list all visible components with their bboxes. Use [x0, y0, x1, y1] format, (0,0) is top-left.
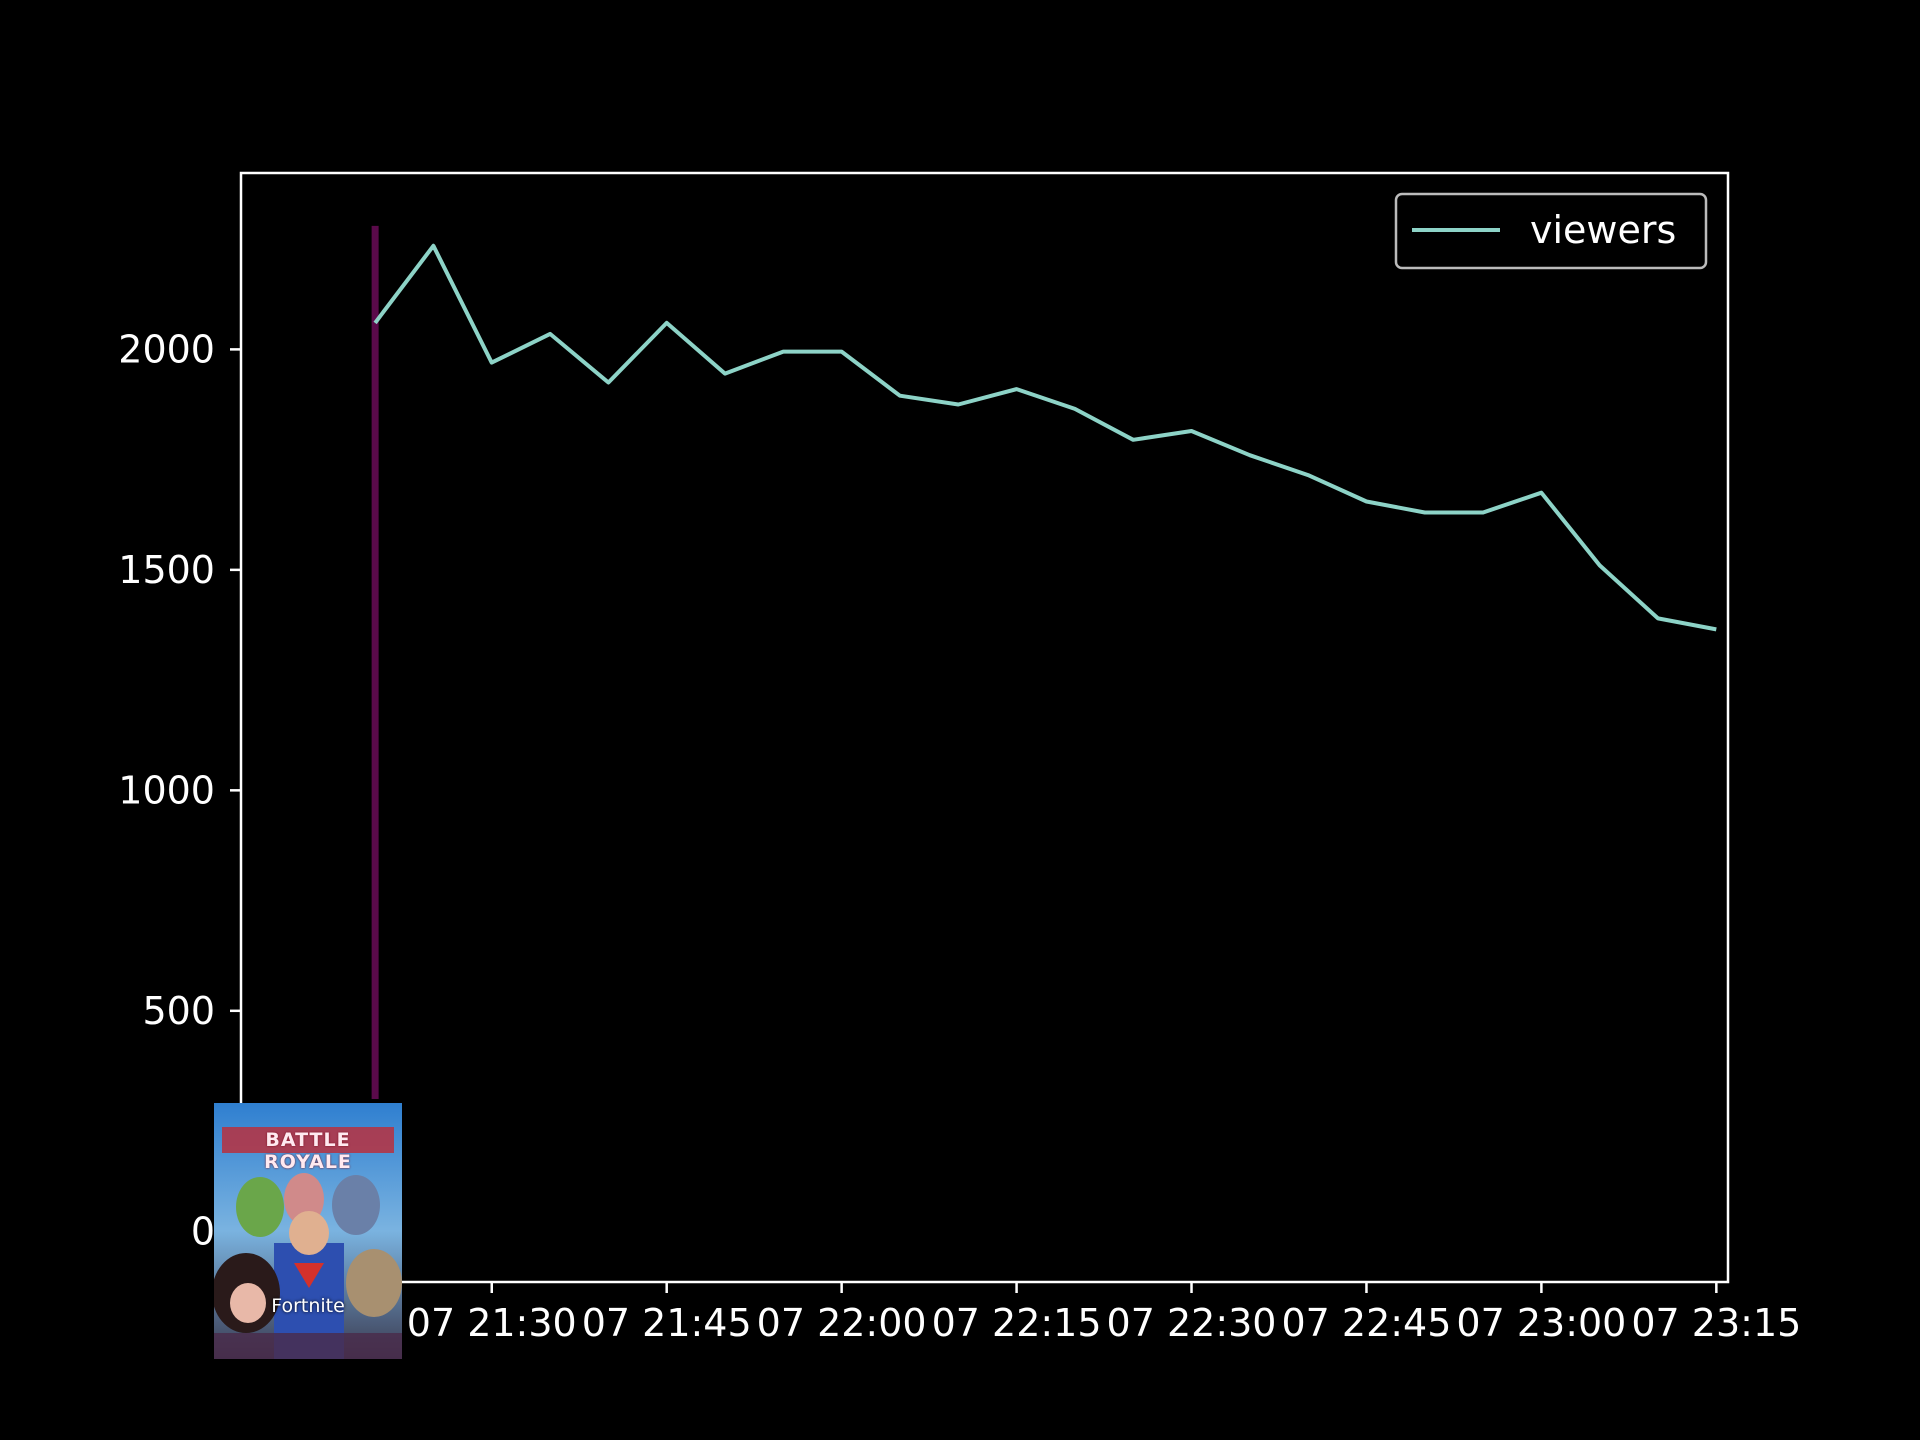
- y-tick-label: 2000: [118, 327, 215, 371]
- y-tick-label: 0: [191, 1209, 215, 1253]
- x-tick-label: 07 23:00: [1456, 1301, 1626, 1345]
- legend-label-viewers: viewers: [1530, 208, 1676, 252]
- x-tick-label: 07 21:45: [582, 1301, 752, 1345]
- x-tick-label: 07 22:00: [757, 1301, 927, 1345]
- x-tick-label: 07 21:30: [407, 1301, 577, 1345]
- game-cover-image: [214, 1103, 402, 1359]
- y-tick-label: 1000: [118, 768, 215, 812]
- y-tick-label: 1500: [118, 548, 215, 592]
- y-axis: 0 500 1000 1500 2000: [118, 327, 241, 1253]
- thumbnail-title: BATTLE ROYALE: [264, 1129, 352, 1173]
- plot-frame: [239, 171, 1730, 1284]
- thumbnail-label: Fortnite: [271, 1295, 345, 1317]
- series-layer: [373, 243, 1717, 632]
- legend: viewers: [1394, 192, 1708, 270]
- y-tick-label: 500: [142, 989, 215, 1033]
- legend-box: [1394, 192, 1708, 270]
- x-tick-label: 07 22:30: [1107, 1301, 1277, 1345]
- x-tick-label: 07 22:45: [1281, 1301, 1451, 1345]
- x-tick-label: 07 22:15: [932, 1301, 1102, 1345]
- x-tick-label: 07 23:15: [1631, 1301, 1801, 1345]
- game-thumbnail: BATTLE ROYALE Fortnite: [214, 1103, 402, 1359]
- series-line-viewers: [373, 243, 1717, 632]
